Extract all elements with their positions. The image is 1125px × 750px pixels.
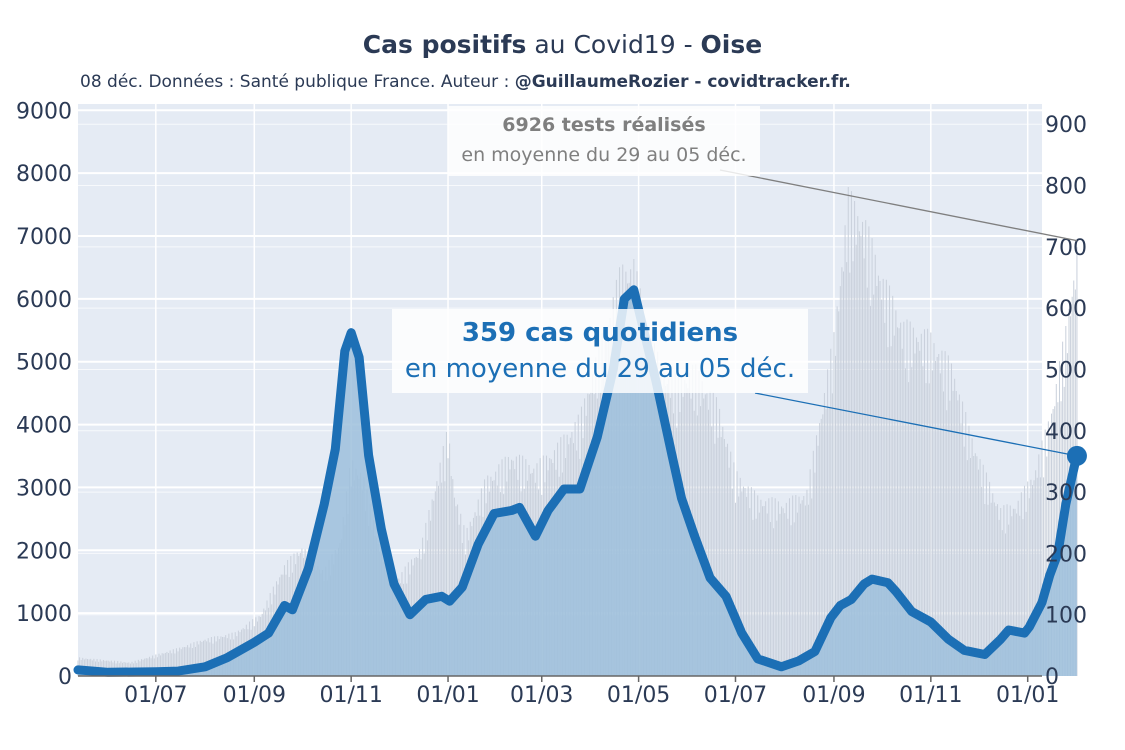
tests-annotation: 6926 tests réalisés en moyenne du 29 au … xyxy=(448,106,760,176)
x-tick-label: 01/01 xyxy=(996,683,1059,708)
title-middle-part: au Covid19 - xyxy=(526,30,701,59)
x-tick-label: 01/01 xyxy=(416,683,479,708)
x-tick-label: 01/05 xyxy=(607,683,670,708)
latest-cases-marker xyxy=(1066,445,1087,466)
left-tick-label: 4000 xyxy=(16,414,72,439)
right-tick-label: 200 xyxy=(1045,542,1087,567)
right-tick-label: 100 xyxy=(1045,604,1087,629)
x-tick-label: 01/07 xyxy=(704,683,767,708)
left-tick-label: 9000 xyxy=(16,99,72,124)
right-axis-ticks: 0 100 200 300 400 500 600 700 800 900 xyxy=(1045,113,1087,690)
left-tick-label: 0 xyxy=(58,665,72,690)
right-tick-label: 700 xyxy=(1045,236,1087,261)
left-axis-ticks: 0 1000 2000 3000 4000 5000 6000 7000 8000 9000 xyxy=(16,99,72,690)
title-location: Oise xyxy=(700,30,763,59)
tests-annotation-period: en moyenne du 29 au 05 déc. xyxy=(461,144,747,166)
cases-annotation-value: 359 cas quotidiens xyxy=(461,318,739,348)
chart-subtitle: 08 déc. Données : Santé publique France.… xyxy=(80,72,851,92)
x-tick-label: 01/09 xyxy=(802,683,865,708)
title-bold-part: Cas positifs xyxy=(362,30,527,59)
right-tick-label: 900 xyxy=(1045,113,1087,138)
x-tick-label: 01/09 xyxy=(223,683,286,708)
cases-line xyxy=(73,285,1082,677)
right-tick-label: 300 xyxy=(1045,481,1087,506)
right-tick-label: 800 xyxy=(1045,175,1087,200)
x-tick-label: 01/11 xyxy=(899,683,962,708)
cases-annotation: 359 cas quotidiens en moyenne du 29 au 0… xyxy=(392,309,808,393)
right-tick-label: 400 xyxy=(1045,420,1087,445)
left-tick-label: 3000 xyxy=(16,476,72,501)
cases-annotation-connector xyxy=(754,392,1078,457)
left-tick-label: 1000 xyxy=(16,602,72,627)
left-tick-label: 2000 xyxy=(16,539,72,564)
x-tick-label: 01/11 xyxy=(319,683,382,708)
x-axis-ticks: 01/07 01/09 01/11 01/01 01/03 01/05 01/07 01/09… xyxy=(124,676,1059,708)
subtitle-source: 08 déc. Données : Santé publique France.… xyxy=(80,72,515,92)
left-tick-label: 8000 xyxy=(16,162,72,187)
left-tick-label: 6000 xyxy=(16,288,72,313)
chart-title: Cas positifs au Covid19 - Oise xyxy=(0,30,1125,59)
x-tick-label: 01/03 xyxy=(510,683,573,708)
subtitle-author: @GuillaumeRozier - covidtracker.fr. xyxy=(514,72,851,92)
right-tick-label: 600 xyxy=(1045,297,1087,322)
right-tick-label: 500 xyxy=(1045,358,1087,383)
tests-annotation-value: 6926 tests réalisés xyxy=(502,114,706,136)
right-tick-label: 0 xyxy=(1045,665,1059,690)
cases-area xyxy=(78,289,1077,676)
left-tick-label: 5000 xyxy=(16,351,72,376)
cases-annotation-period: en moyenne du 29 au 05 déc. xyxy=(404,354,796,384)
left-tick-label: 7000 xyxy=(16,225,72,250)
x-tick-label: 01/07 xyxy=(124,683,187,708)
tests-annotation-connector xyxy=(719,169,1078,242)
